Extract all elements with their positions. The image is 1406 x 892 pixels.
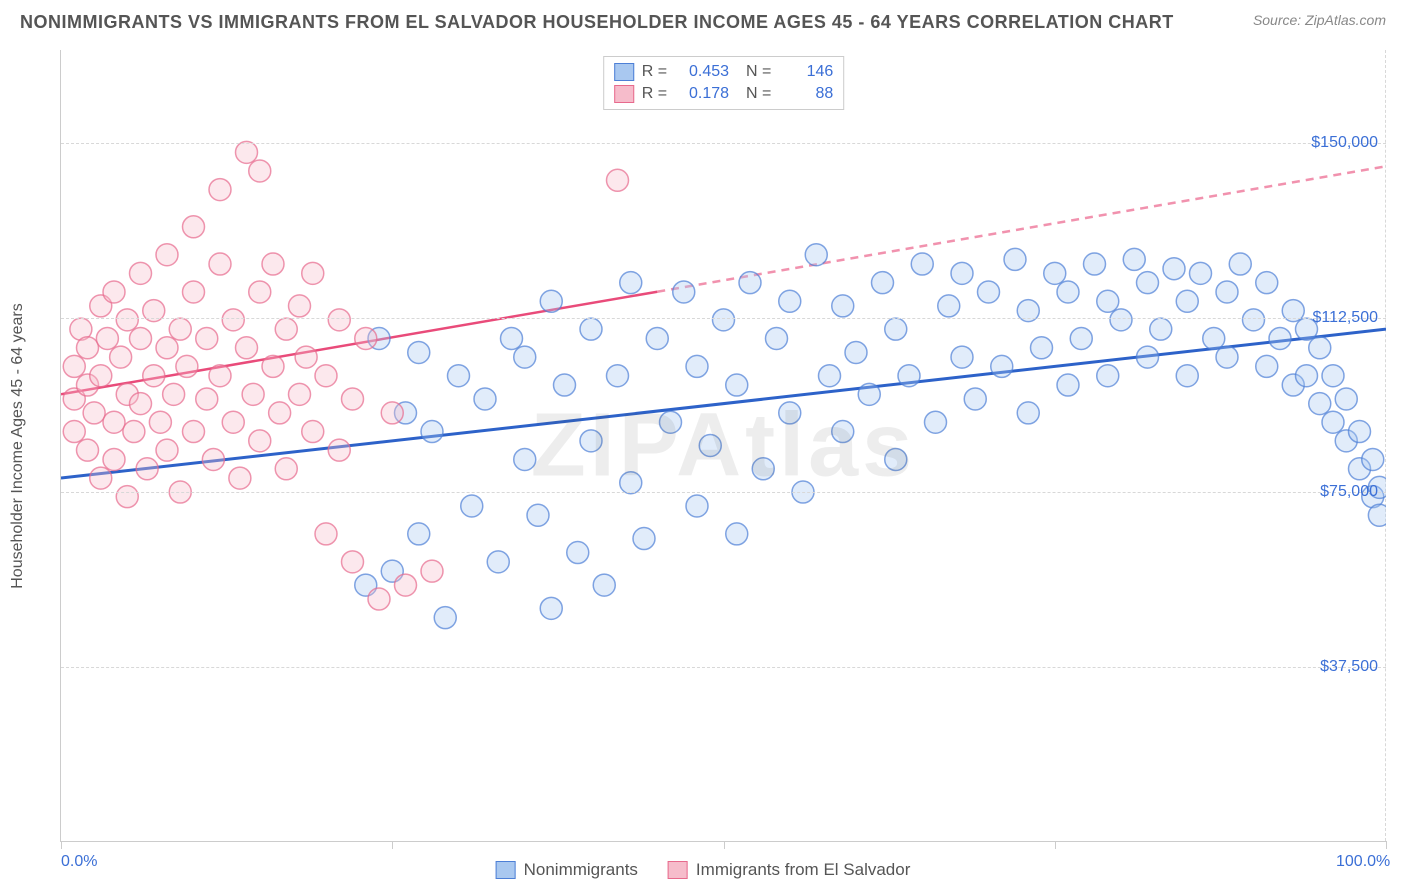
x-tick [1386, 841, 1387, 849]
x-tick [1055, 841, 1056, 849]
source-label: Source: ZipAtlas.com [1253, 12, 1386, 28]
legend-r-value: 0.453 [675, 63, 729, 81]
legend-row: R = 0.178 N = 88 [614, 83, 834, 105]
y-tick-label: $150,000 [1311, 134, 1378, 152]
chart-plot-area: ZIPAtlas R =0.453 N =146R =0.178 N =88 $… [60, 50, 1386, 842]
x-tick [392, 841, 393, 849]
y-tick-label: $112,500 [1312, 309, 1378, 327]
correlation-legend: R = 0.453 N = 146 R = 0.178 N = 88 [603, 56, 845, 110]
legend-n-label: N = [737, 63, 771, 81]
legend-series-name: Nonimmigrants [524, 860, 638, 880]
x-tick-label: 0.0% [61, 853, 97, 871]
gridline [61, 318, 1386, 319]
legend-n-value: 88 [779, 85, 833, 103]
legend-swatch [668, 861, 688, 879]
legend-swatch [614, 63, 634, 81]
chart-title: NONIMMIGRANTS VS IMMIGRANTS FROM EL SALV… [20, 12, 1174, 33]
legend-item: Immigrants from El Salvador [668, 860, 910, 880]
legend-series-name: Immigrants from El Salvador [696, 860, 910, 880]
gridline [61, 492, 1386, 493]
y-axis-title: Householder Income Ages 45 - 64 years [9, 303, 27, 589]
y-tick-label: $75,000 [1320, 483, 1378, 501]
legend-item: Nonimmigrants [496, 860, 638, 880]
x-tick [61, 841, 62, 849]
legend-r-label: R = [642, 85, 667, 103]
legend-r-label: R = [642, 63, 667, 81]
legend-swatch [496, 861, 516, 879]
y-tick-label: $37,500 [1320, 658, 1378, 676]
legend-n-value: 146 [779, 63, 833, 81]
legend-r-value: 0.178 [675, 85, 729, 103]
legend-swatch [614, 85, 634, 103]
x-tick [724, 841, 725, 849]
scatter-svg [61, 50, 1386, 841]
series-legend: Nonimmigrants Immigrants from El Salvador [496, 860, 911, 880]
x-tick-label: 100.0% [1336, 853, 1390, 871]
legend-n-label: N = [737, 85, 771, 103]
gridline [61, 143, 1386, 144]
legend-row: R = 0.453 N = 146 [614, 61, 834, 83]
gridline [61, 667, 1386, 668]
